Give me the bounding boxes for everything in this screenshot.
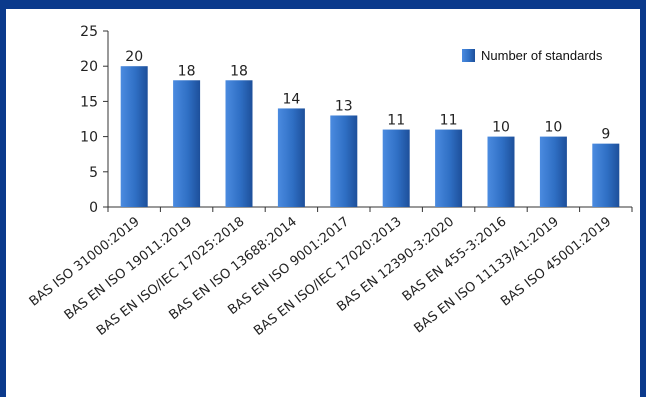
data-label: 10 [544, 120, 562, 136]
bar [330, 115, 358, 207]
y-tick-label: 5 [89, 165, 98, 181]
bar [382, 129, 410, 207]
legend-label: Number of standards [481, 48, 603, 63]
bar [539, 136, 567, 207]
legend: Number of standards [462, 48, 603, 63]
data-label: 9 [601, 127, 610, 143]
data-label: 10 [492, 120, 510, 136]
y-tick-label: 20 [80, 59, 98, 75]
y-tick-label: 25 [80, 24, 98, 40]
data-label: 20 [125, 49, 143, 65]
bar [487, 136, 515, 207]
y-tick-label: 10 [80, 130, 98, 146]
bar [225, 80, 253, 207]
data-label: 18 [178, 63, 196, 79]
data-label: 18 [230, 63, 248, 79]
y-tick-label: 15 [80, 94, 98, 110]
bar [120, 66, 148, 207]
legend-swatch [462, 49, 475, 62]
y-tick-label: 0 [89, 200, 98, 216]
bar [173, 80, 201, 207]
bar [435, 129, 463, 207]
data-label: 14 [282, 91, 300, 107]
data-label: 13 [335, 98, 353, 114]
data-label: 11 [387, 113, 405, 129]
bar [592, 143, 620, 207]
bar [277, 108, 305, 207]
data-label: 11 [440, 113, 458, 129]
